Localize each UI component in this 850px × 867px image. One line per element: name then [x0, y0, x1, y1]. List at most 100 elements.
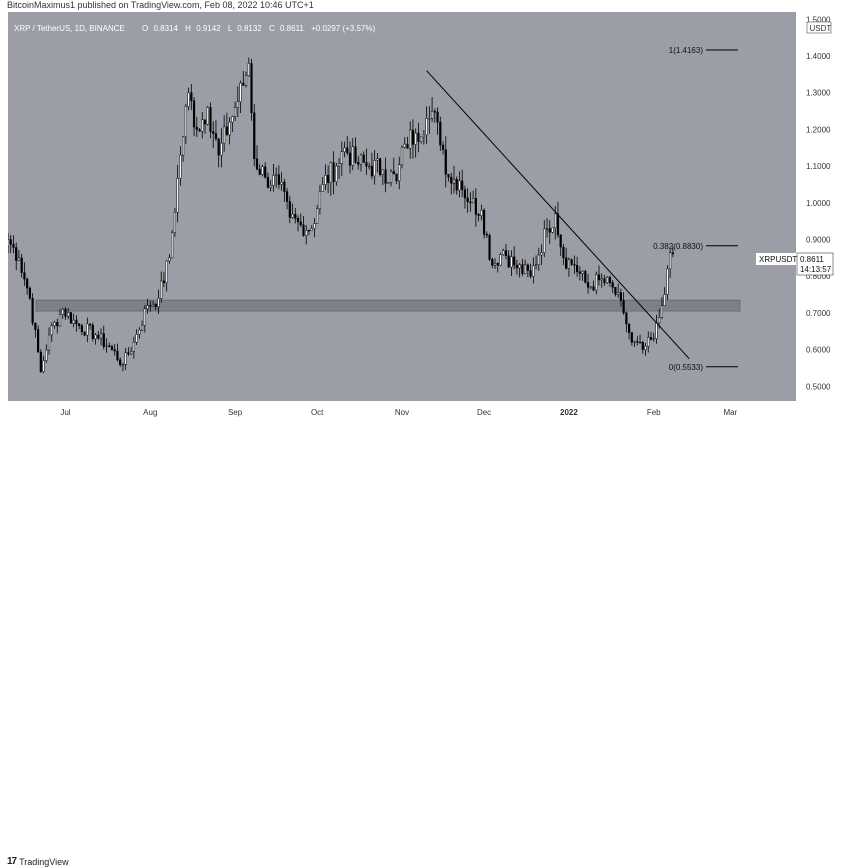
candle: [78, 323, 81, 326]
price-tick-label: 1.0000: [806, 199, 831, 208]
candle: [584, 271, 587, 283]
candles-layer: [8, 57, 674, 374]
candle: [491, 259, 494, 266]
candle: [436, 111, 439, 123]
candle: [143, 308, 146, 326]
support-zone[interactable]: [35, 299, 741, 312]
candle: [127, 352, 130, 355]
candle: [165, 260, 168, 283]
price-label-countdown: 14:13:57: [800, 265, 832, 274]
candle: [638, 341, 642, 344]
candle: [187, 92, 190, 107]
candle: [121, 364, 125, 366]
time-axis[interactable]: [8, 401, 796, 425]
candle: [285, 191, 289, 202]
candle: [636, 341, 639, 343]
candle: [652, 338, 655, 340]
candle: [496, 263, 499, 266]
candle: [212, 131, 215, 134]
candle: [124, 352, 127, 365]
price-tick-label: 0.5000: [806, 382, 831, 391]
candle: [340, 151, 343, 164]
time-tick-label: Oct: [311, 408, 324, 417]
candle: [502, 250, 505, 255]
time-tick-label: Dec: [477, 408, 491, 417]
candle: [614, 286, 617, 295]
candle: [223, 126, 226, 144]
candle: [409, 129, 412, 149]
candle: [461, 180, 464, 190]
time-tick-label: Jul: [60, 408, 70, 417]
candle: [253, 112, 256, 160]
descending-trendline[interactable]: [426, 70, 690, 360]
footer: 17 TradingView: [0, 425, 850, 867]
candle: [480, 209, 483, 216]
candle: [606, 277, 609, 284]
candle: [176, 178, 179, 213]
candle: [532, 265, 535, 277]
candle: [236, 101, 239, 108]
candle: [384, 169, 387, 184]
time-tick-label: Sep: [228, 408, 243, 417]
candle: [389, 171, 393, 183]
candle: [329, 162, 332, 183]
candle: [91, 324, 94, 340]
candle: [296, 217, 300, 223]
candle: [255, 158, 259, 170]
candle: [663, 294, 666, 306]
candle: [113, 349, 116, 352]
candle: [379, 158, 382, 175]
candle: [658, 317, 661, 324]
candle: [206, 107, 209, 125]
candle: [630, 332, 633, 343]
candle: [559, 234, 562, 248]
candle: [192, 100, 196, 128]
candle: [116, 350, 119, 361]
time-tick-label: Nov: [395, 408, 409, 417]
time-tick-label: Aug: [143, 408, 157, 417]
candle: [119, 359, 122, 366]
candle: [463, 189, 467, 199]
candle: [472, 198, 475, 204]
tradingview-brand: TradingView: [19, 856, 69, 867]
fib-level-label: 0(0.5533): [669, 363, 704, 372]
candle: [351, 146, 354, 166]
candle: [433, 111, 436, 113]
candle: [244, 75, 248, 86]
candle: [625, 312, 628, 325]
candle: [233, 107, 237, 117]
price-axis[interactable]: [796, 12, 850, 425]
candle: [592, 286, 595, 291]
candle: [368, 165, 371, 168]
candle: [105, 345, 108, 347]
candle: [302, 224, 305, 236]
candle: [130, 351, 133, 355]
candle: [154, 304, 157, 308]
candle: [45, 349, 48, 361]
tradingview-logo[interactable]: 17 TradingView: [7, 856, 69, 867]
candle: [365, 162, 368, 167]
legend: XRP / TetherUS, 1D, BINANCE O 0.8314 H 0…: [14, 24, 375, 33]
candle: [56, 322, 59, 327]
candle: [64, 309, 67, 317]
candle: [357, 162, 360, 165]
candle: [578, 271, 581, 274]
candle: [291, 213, 294, 218]
candle: [88, 323, 92, 326]
candle: [250, 63, 253, 114]
candle: [570, 259, 573, 265]
price-chart[interactable]: 1(1.4163)0.382(0.8830)0(0.5533) 0.50000.…: [0, 0, 850, 425]
price-tick-label: 1.2000: [806, 125, 831, 134]
candle: [239, 82, 242, 103]
candle: [72, 319, 75, 324]
currency-badge[interactable]: USDT: [806, 21, 831, 34]
candle: [348, 152, 352, 166]
candle: [504, 250, 508, 257]
candle: [343, 147, 346, 153]
candle: [332, 162, 335, 182]
candle: [485, 234, 488, 236]
candle: [201, 119, 204, 132]
candle: [138, 329, 141, 335]
candle: [162, 280, 166, 283]
candle: [97, 334, 100, 339]
